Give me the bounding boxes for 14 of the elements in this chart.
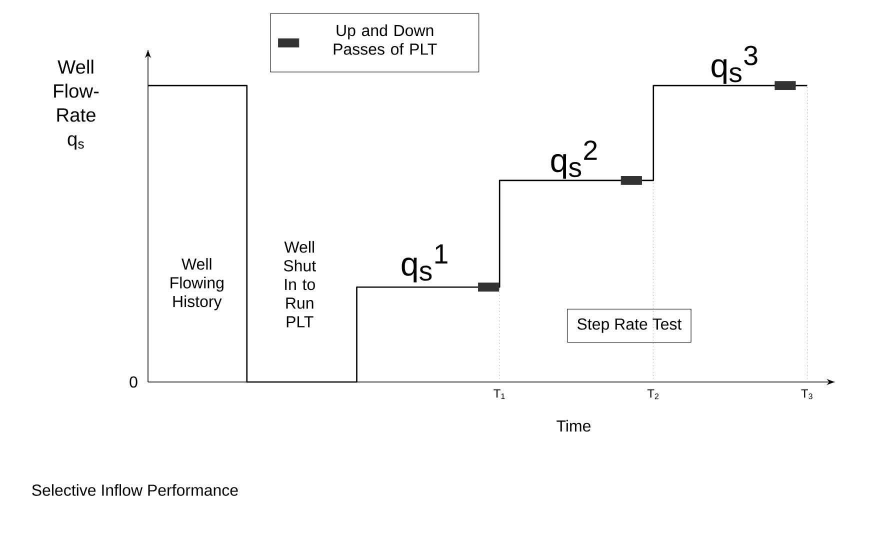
annotation: q$_{s}$2	[551, 140, 597, 179]
x-axis-title: Time	[556, 420, 590, 432]
y-axis-title: Well Flow-Rate q$_{s}$	[54, 60, 99, 150]
legend-label: Up and Down Passes of PLT	[334, 24, 437, 55]
annotation: Step Rate Test	[577, 318, 682, 333]
annotation: q$_{s}$1	[402, 244, 448, 282]
text: Selective Inflow Performance	[32, 484, 238, 496]
x-tick-label: T$_{1}$	[494, 389, 505, 399]
text: 0	[130, 376, 138, 388]
x-tick-label: T$_{2}$	[647, 389, 659, 400]
annotation: Well Shut In to Run PLT	[284, 241, 316, 328]
text: q$_{s}$3	[712, 46, 758, 84]
annotation: Well Flowing History	[170, 258, 224, 310]
x-tick-label: T$_{3}$	[801, 389, 812, 400]
